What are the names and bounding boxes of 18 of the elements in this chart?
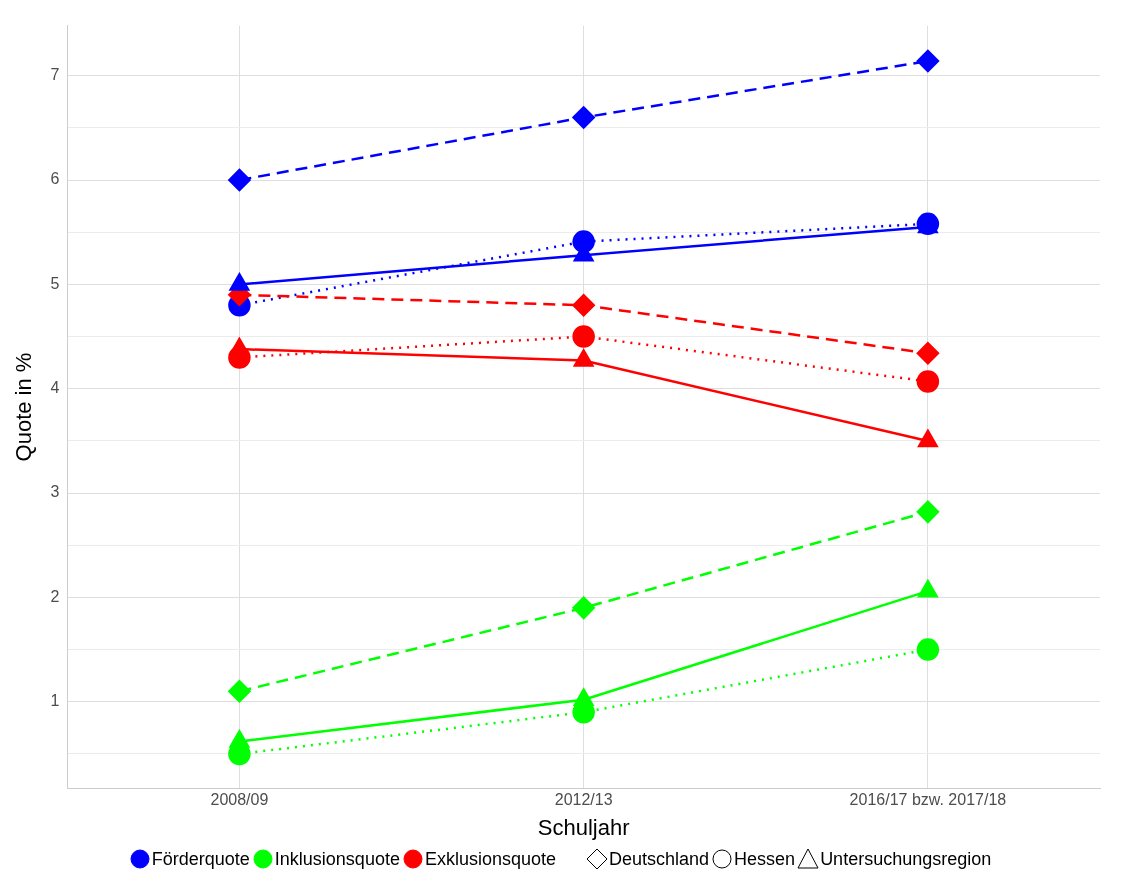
y-tick-label: 7	[50, 66, 60, 84]
y-tick-label: 3	[50, 483, 60, 501]
x-tick-label: 2016/17 bzw. 2017/18	[849, 791, 1007, 809]
y-tick-label: 6	[50, 170, 60, 188]
text: Deutschland	[609, 848, 710, 870]
y-tick-label: 4	[50, 379, 60, 397]
text: Hessen	[734, 848, 796, 870]
x-tick-label: 2012/13	[554, 791, 613, 809]
text: Inklusionsquote	[274, 848, 400, 870]
y-tick-label: 1	[50, 692, 60, 710]
x-axis-title: Schuljahr	[537, 814, 630, 840]
x-tick-label: 2008/09	[210, 791, 269, 809]
text: Untersuchungsregion	[820, 848, 992, 870]
y-axis-title: Quote in %	[11, 352, 37, 462]
text: Förderquote	[151, 848, 250, 870]
y-tick-label: 2	[50, 587, 60, 605]
text: Exklusionsquote	[424, 848, 557, 870]
y-tick-label: 5	[50, 274, 60, 292]
